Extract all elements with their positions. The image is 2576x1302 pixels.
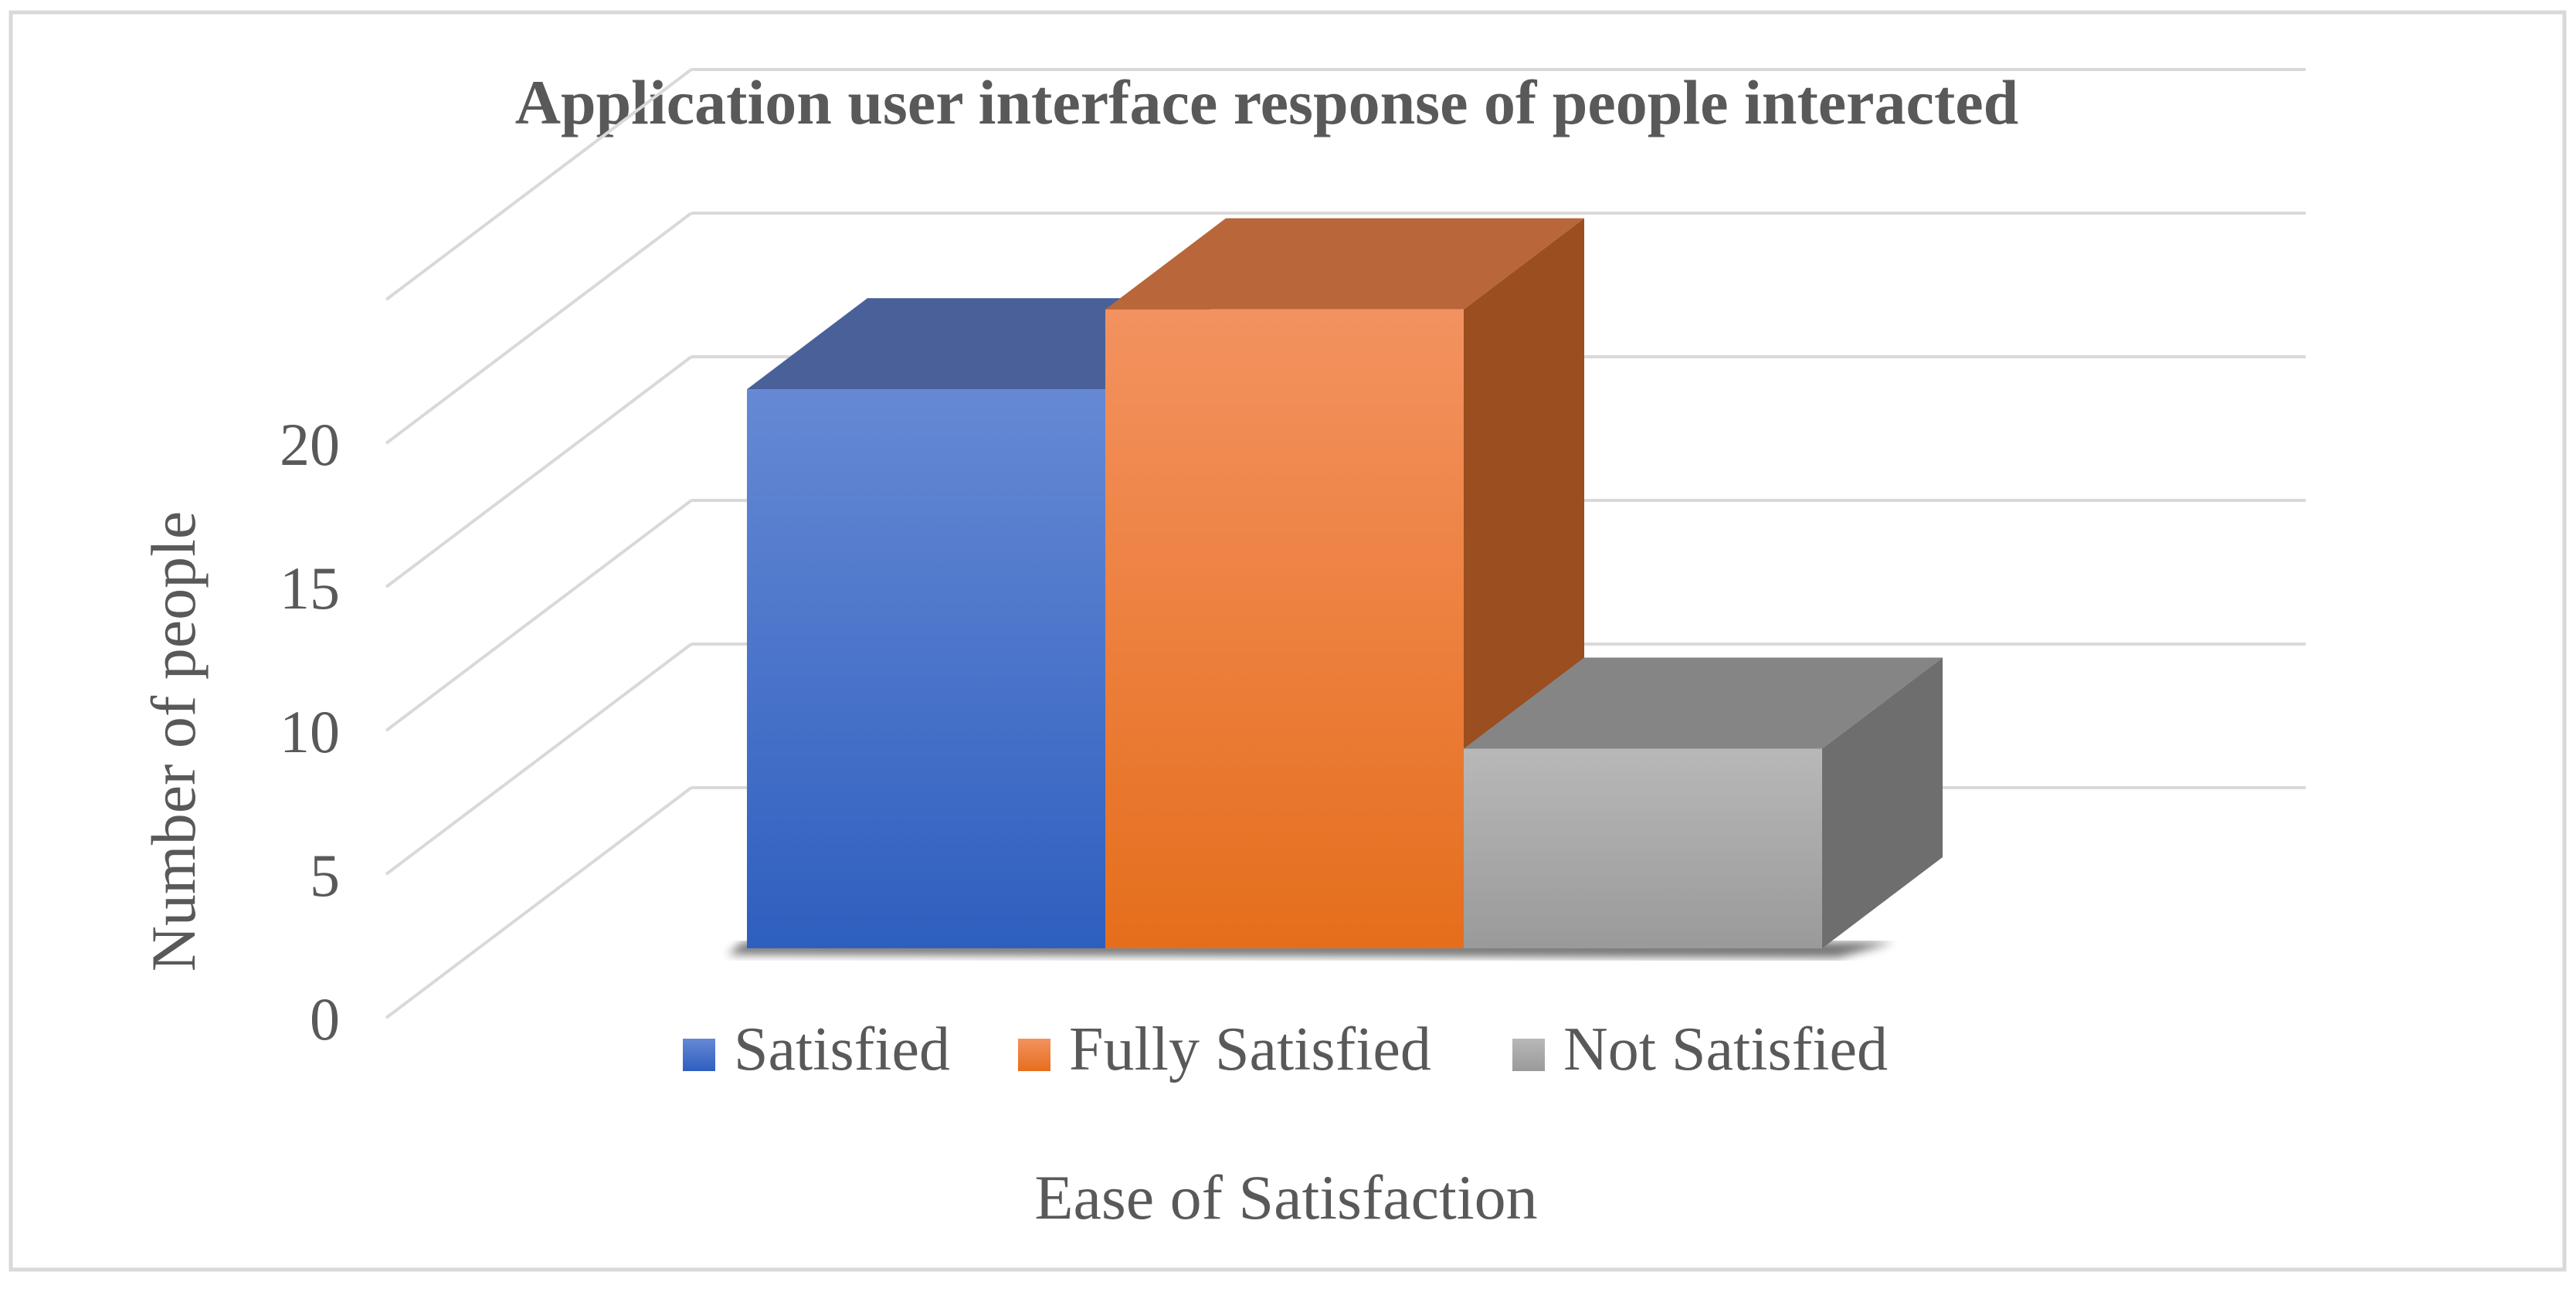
- chart-title: Application user interface response of p…: [515, 67, 2019, 137]
- y-tick-label: 0: [310, 985, 340, 1053]
- x-axis-title: Ease of Satisfaction: [1034, 1162, 1537, 1232]
- y-tick-label: 15: [280, 554, 340, 622]
- legend-label: Satisfied: [734, 1015, 950, 1083]
- gridline-side: [385, 499, 693, 732]
- y-tick-label: 20: [280, 411, 340, 478]
- legend-swatch: [1018, 1039, 1050, 1071]
- bars: [728, 218, 1943, 958]
- legend-item: Satisfied: [683, 1015, 950, 1083]
- bar-not-satisfied: [1464, 657, 1943, 948]
- legend-item: Not Satisfied: [1512, 1015, 1888, 1083]
- gridline-side: [385, 212, 693, 445]
- y-axis-title: Number of people: [138, 511, 209, 972]
- legend-label: Fully Satisfied: [1069, 1015, 1431, 1083]
- legend-item: Fully Satisfied: [1018, 1015, 1431, 1083]
- bar-front-face: [1105, 309, 1464, 948]
- gridline-side: [385, 68, 693, 301]
- bar-front-face: [1464, 748, 1822, 948]
- y-tick-label: 5: [310, 842, 340, 909]
- y-axis-ticks: 0 5 10 15 20: [280, 411, 340, 1053]
- gridline-side: [385, 643, 693, 876]
- gridline-side: [385, 355, 693, 588]
- legend: Satisfied Fully Satisfied Not Satisfied: [683, 1015, 1888, 1083]
- bar-side-face: [1822, 657, 1943, 948]
- legend-label: Not Satisfied: [1563, 1015, 1888, 1083]
- legend-swatch: [1512, 1039, 1545, 1071]
- bar-top-face: [1105, 218, 1584, 310]
- y-tick-label: 10: [280, 698, 340, 765]
- bar-front-face: [747, 389, 1105, 948]
- bar-top-face: [1464, 657, 1943, 749]
- bar-satisfied: [747, 298, 1226, 948]
- legend-swatch: [683, 1039, 715, 1071]
- gridline-side: [385, 786, 693, 1019]
